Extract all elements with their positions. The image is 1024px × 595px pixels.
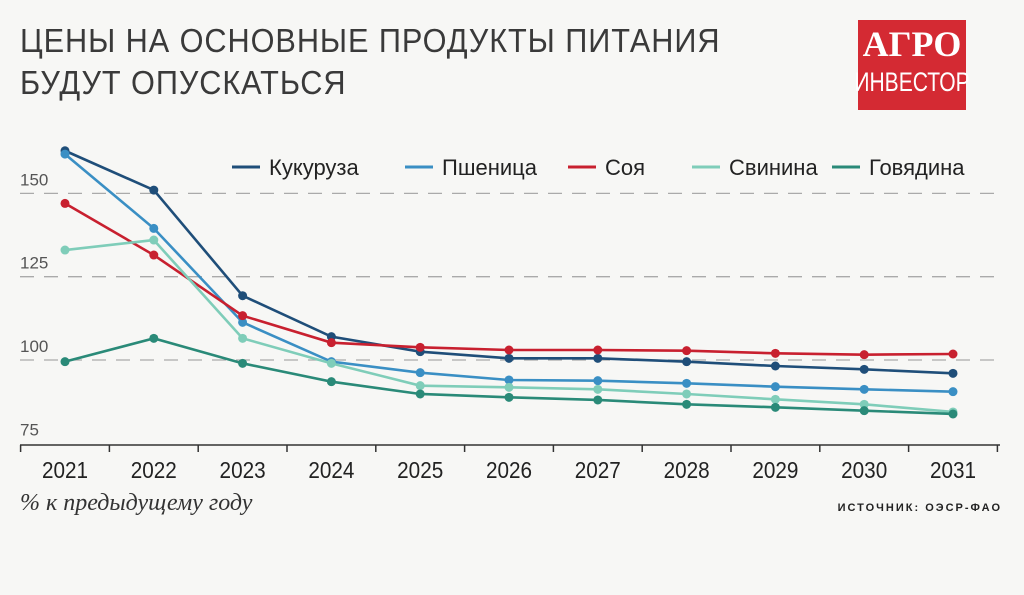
series-4 <box>60 333 958 419</box>
data-point <box>859 350 869 360</box>
series-line <box>64 149 954 375</box>
data-point <box>238 317 248 327</box>
x-tick-label: 2029 <box>752 457 798 483</box>
x-tick-label: 2025 <box>397 457 443 483</box>
data-point <box>238 311 248 321</box>
x-tick-label: 2026 <box>486 457 532 483</box>
title-line-1: ЦЕНЫ НА ОСНОВНЫЕ ПРОДУКТЫ ПИТАНИЯ <box>20 22 721 59</box>
data-point <box>60 198 70 208</box>
data-point <box>770 382 780 392</box>
data-point <box>504 382 514 392</box>
data-point <box>682 389 692 399</box>
data-point <box>149 250 159 260</box>
data-point <box>149 333 159 343</box>
x-tick-label: 2030 <box>841 457 887 483</box>
data-point <box>682 378 692 388</box>
x-tick-label: 2023 <box>220 457 266 483</box>
legend-label: Кукуруза <box>269 155 360 180</box>
series-1 <box>60 149 958 397</box>
legend-label: Соя <box>605 155 645 180</box>
data-point <box>326 358 336 368</box>
legend-item: Говядина <box>832 155 965 180</box>
series-line <box>64 202 954 356</box>
logo-line-2: ИНВЕСТОР <box>854 67 970 97</box>
x-tick-label: 2031 <box>930 457 976 483</box>
data-point <box>60 357 70 367</box>
legend-item: Кукуруза <box>232 155 360 180</box>
data-point <box>326 338 336 348</box>
data-point <box>682 357 692 367</box>
y-tick-label: 100 <box>20 337 48 356</box>
data-point <box>504 375 514 385</box>
data-point <box>948 349 958 359</box>
data-point <box>415 368 425 378</box>
data-point <box>770 361 780 371</box>
data-point <box>770 348 780 358</box>
data-point <box>415 389 425 399</box>
data-point <box>682 346 692 356</box>
legend-item: Свинина <box>692 155 818 180</box>
data-point <box>859 384 869 394</box>
data-point <box>948 409 958 419</box>
legend-label: Свинина <box>729 155 818 180</box>
data-point <box>770 402 780 412</box>
data-point <box>948 368 958 378</box>
data-point <box>504 353 514 363</box>
data-point <box>682 399 692 409</box>
y-tick-label: 125 <box>20 254 48 273</box>
data-point <box>859 399 869 409</box>
data-point <box>149 223 159 233</box>
data-point <box>593 384 603 394</box>
legend-label: Говядина <box>869 155 965 180</box>
data-point <box>60 149 70 159</box>
series-0 <box>60 146 958 378</box>
source-note: ИСТОЧНИК: ОЭСР-ФАО <box>837 502 1002 514</box>
legend-label: Пшеница <box>442 155 538 180</box>
data-point <box>593 395 603 405</box>
title-line-2: БУДУТ ОПУСКАТЬСЯ <box>20 64 347 101</box>
data-point <box>60 245 70 255</box>
data-point <box>593 376 603 386</box>
legend-item: Соя <box>568 155 645 180</box>
data-point <box>770 394 780 404</box>
data-point <box>238 333 248 343</box>
data-point <box>415 381 425 391</box>
x-tick-label: 2027 <box>575 457 621 483</box>
logo-line-1: АГРО <box>862 24 962 64</box>
x-tick-label: 2024 <box>308 457 354 483</box>
series-2 <box>60 198 958 360</box>
y-tick-label: 150 <box>20 170 48 189</box>
data-point <box>859 364 869 374</box>
data-point <box>593 345 603 355</box>
series-3 <box>60 235 958 417</box>
data-point <box>859 406 869 416</box>
data-point <box>504 345 514 355</box>
x-tick-label: 2028 <box>664 457 710 483</box>
y-tick-label: 75 <box>20 420 39 439</box>
data-point <box>415 342 425 352</box>
data-point <box>593 353 603 363</box>
data-point <box>238 291 248 301</box>
x-tick-label: 2022 <box>131 457 177 483</box>
data-point <box>149 185 159 195</box>
x-tick-label: 2021 <box>42 457 88 483</box>
data-point <box>948 387 958 397</box>
chart-title: ЦЕНЫ НА ОСНОВНЫЕ ПРОДУКТЫ ПИТАНИЯ БУДУТ … <box>20 20 720 104</box>
data-point <box>238 358 248 368</box>
data-point <box>504 392 514 402</box>
legend-item: Пшеница <box>405 155 538 180</box>
data-point <box>326 377 336 387</box>
data-point <box>149 235 159 245</box>
y-unit-note: % к предыдущему году <box>20 490 253 516</box>
agroinvestor-logo: АГРО ИНВЕСТОР <box>854 20 970 110</box>
